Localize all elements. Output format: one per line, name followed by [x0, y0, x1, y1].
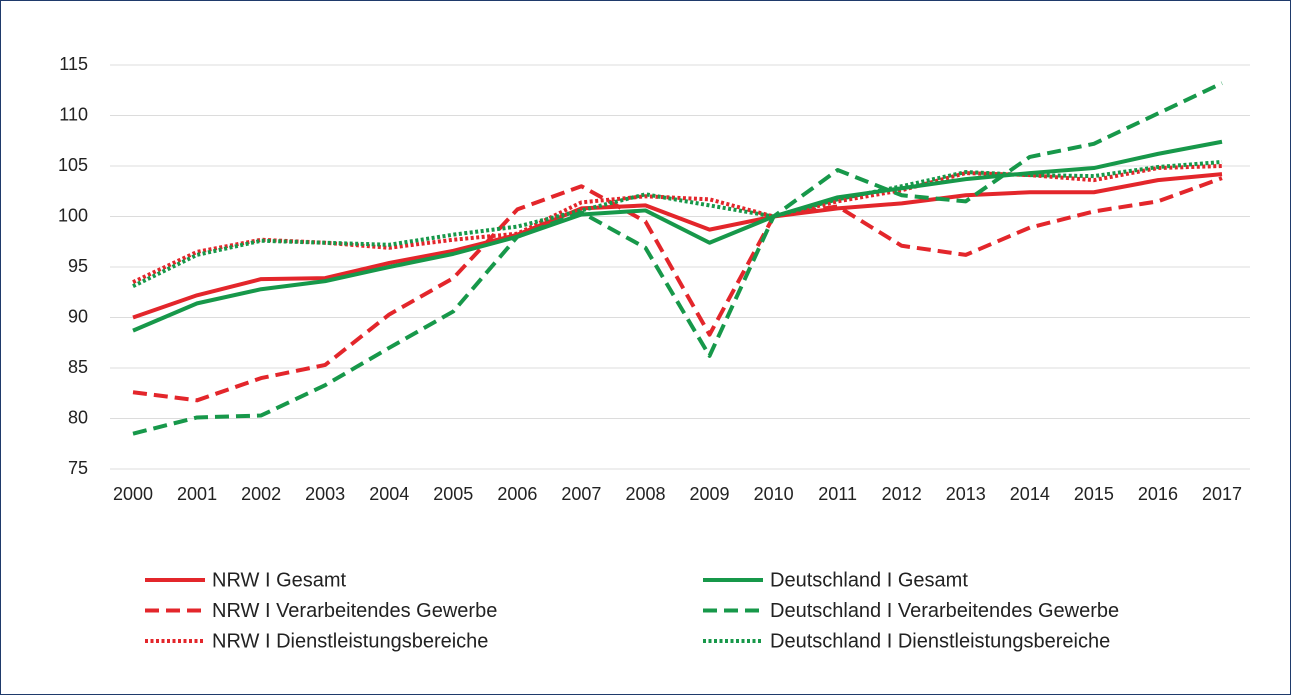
series-line	[132, 164, 1223, 284]
x-tick-label: 2013	[946, 484, 986, 504]
x-tick-label: 2017	[1202, 484, 1242, 504]
legend-label: Deutschland I Gesamt	[770, 569, 968, 591]
legend-label: Deutschland I Verarbeitendes Gewerbe	[770, 600, 1119, 622]
y-tick-label: 115	[59, 54, 88, 74]
y-tick-label: 110	[59, 104, 88, 124]
series-line	[132, 172, 1223, 320]
x-tick-label: 2004	[369, 484, 409, 504]
x-tick-label: 2014	[1010, 484, 1050, 504]
y-tick-label: 75	[68, 458, 88, 478]
legend-label: NRW I Verarbeitendes Gewerbe	[212, 600, 497, 622]
series-line	[132, 176, 1223, 403]
x-tick-label: 2008	[625, 484, 665, 504]
x-tick-label: 2015	[1074, 484, 1114, 504]
y-tick-label: 90	[68, 306, 88, 326]
x-tick-label: 2000	[113, 484, 153, 504]
legend-label: NRW I Gesamt	[212, 569, 347, 591]
y-tick-label: 105	[58, 155, 88, 175]
x-tick-label: 2016	[1138, 484, 1178, 504]
y-tick-label: 85	[68, 357, 88, 377]
y-tick-label: 95	[68, 256, 88, 276]
x-tick-label: 2005	[433, 484, 473, 504]
y-tick-label: 80	[68, 407, 88, 427]
x-tick-label: 2006	[497, 484, 537, 504]
legend: NRW I Gesamt NRW I Verarbeitendes Gewerbe…	[145, 569, 1119, 652]
legend-label: Deutschland I Dienstleistungsbereiche	[770, 630, 1110, 652]
x-tick-label: 2007	[561, 484, 601, 504]
series-line	[132, 139, 1223, 333]
x-tick-label: 2002	[241, 484, 281, 504]
x-tick-label: 2011	[818, 484, 857, 504]
y-tick-label: 100	[58, 205, 88, 225]
x-tick-label: 2001	[177, 484, 217, 504]
x-tick-label: 2009	[690, 484, 730, 504]
legend-label: NRW I Dienstleistungsbereiche	[212, 630, 488, 652]
x-tick-label: 2010	[754, 484, 794, 504]
x-tick-label: 2003	[305, 484, 345, 504]
x-tick-label: 2012	[882, 484, 922, 504]
series-line	[132, 81, 1223, 436]
